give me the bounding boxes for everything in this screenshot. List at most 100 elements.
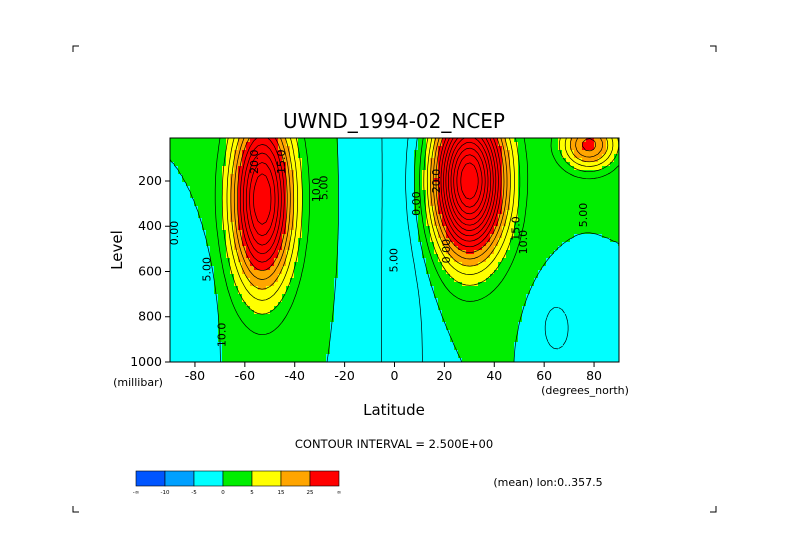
field-cell xyxy=(342,222,347,227)
field-cell xyxy=(358,162,363,167)
field-cell xyxy=(566,146,571,151)
field-cell xyxy=(278,254,283,259)
field-cell xyxy=(366,250,371,255)
field-cell xyxy=(422,158,427,163)
field-cell xyxy=(482,166,487,171)
field-cell xyxy=(446,222,451,227)
field-cell xyxy=(290,182,295,187)
field-cell xyxy=(574,150,579,155)
field-cell xyxy=(378,190,383,195)
field-cell xyxy=(310,206,315,211)
field-cell xyxy=(426,186,431,191)
field-cell xyxy=(254,210,259,215)
field-cell xyxy=(526,222,531,227)
field-cell xyxy=(202,150,207,155)
field-cell xyxy=(478,146,483,151)
field-cell xyxy=(398,174,403,179)
field-cell xyxy=(382,174,387,179)
field-cell xyxy=(334,178,339,183)
field-cell xyxy=(498,242,503,247)
field-cell xyxy=(402,286,407,291)
field-cell xyxy=(462,278,467,283)
field-cell xyxy=(482,286,487,291)
field-cell xyxy=(194,154,199,159)
field-cell xyxy=(206,226,211,231)
field-cell xyxy=(270,170,275,175)
field-cell xyxy=(330,198,335,203)
field-cell xyxy=(498,214,503,219)
field-cell xyxy=(406,282,411,287)
field-cell xyxy=(310,226,315,231)
field-cell xyxy=(350,146,355,151)
field-cell xyxy=(590,298,595,303)
field-cell xyxy=(474,222,479,227)
field-cell xyxy=(282,218,287,223)
field-cell xyxy=(574,282,579,287)
field-cell xyxy=(334,234,339,239)
field-cell xyxy=(330,246,335,251)
field-cell xyxy=(430,162,435,167)
field-cell xyxy=(594,142,599,147)
field-cell xyxy=(530,258,535,263)
field-cell xyxy=(374,166,379,171)
field-cell xyxy=(542,270,547,275)
field-cell xyxy=(170,230,175,235)
field-cell xyxy=(210,190,215,195)
field-cell xyxy=(346,278,351,283)
field-cell xyxy=(462,166,467,171)
field-cell xyxy=(330,266,335,271)
field-cell xyxy=(178,218,183,223)
field-cell xyxy=(502,282,507,287)
field-cell xyxy=(322,278,327,283)
field-cell xyxy=(542,158,547,163)
field-cell xyxy=(498,186,503,191)
field-cell xyxy=(406,302,411,307)
field-cell xyxy=(438,178,443,183)
field-cell xyxy=(186,258,191,263)
field-cell xyxy=(298,230,303,235)
field-cell xyxy=(266,178,271,183)
field-cell xyxy=(598,266,603,271)
field-cell xyxy=(226,266,231,271)
field-cell xyxy=(570,186,575,191)
field-cell xyxy=(282,158,287,163)
field-cell xyxy=(378,210,383,215)
field-cell xyxy=(502,190,507,195)
field-cell xyxy=(550,234,555,239)
field-cell xyxy=(302,190,307,195)
field-cell xyxy=(170,210,175,215)
field-cell xyxy=(442,310,447,315)
field-cell xyxy=(386,238,391,243)
field-cell xyxy=(210,238,215,243)
field-cell xyxy=(314,146,319,151)
field-cell xyxy=(590,238,595,243)
field-cell xyxy=(186,278,191,283)
field-cell xyxy=(506,146,511,151)
field-cell xyxy=(466,242,471,247)
field-cell xyxy=(470,254,475,259)
field-cell xyxy=(202,254,207,259)
field-cell xyxy=(434,286,439,291)
field-cell xyxy=(206,266,211,271)
field-cell xyxy=(282,222,287,227)
field-cell xyxy=(342,230,347,235)
field-cell xyxy=(442,258,447,263)
field-cell xyxy=(350,266,355,271)
field-cell xyxy=(430,230,435,235)
field-cell xyxy=(526,182,531,187)
field-cell xyxy=(546,290,551,295)
field-cell xyxy=(402,234,407,239)
field-cell xyxy=(602,138,607,143)
field-cell xyxy=(390,290,395,295)
field-cell xyxy=(186,242,191,247)
field-cell xyxy=(302,154,307,159)
field-cell xyxy=(554,258,559,263)
field-cell xyxy=(362,278,367,283)
field-cell xyxy=(390,254,395,259)
field-cell xyxy=(514,302,519,307)
field-cell xyxy=(374,306,379,311)
field-cell xyxy=(486,290,491,295)
field-cell xyxy=(542,310,547,315)
field-cell xyxy=(606,254,611,259)
field-cell xyxy=(170,242,175,247)
